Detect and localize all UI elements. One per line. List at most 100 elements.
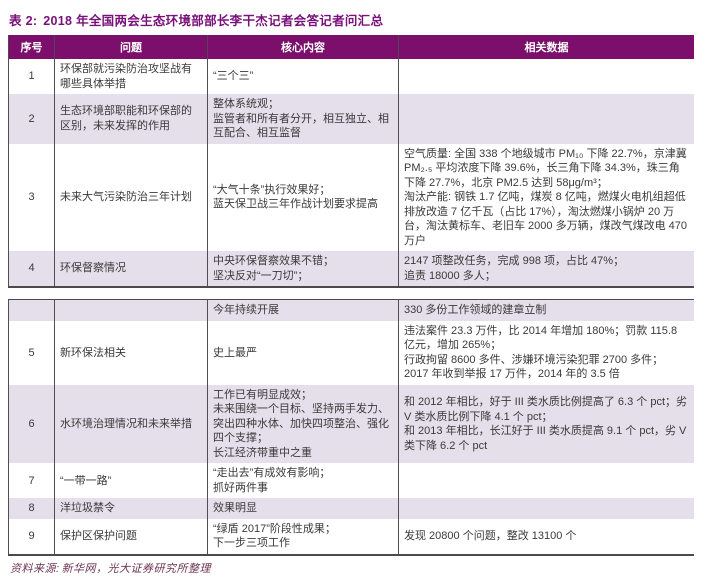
cell-line: 和 2012 年相比，好于 III 类水质比例提高了 6.3 个 pct；劣 V… xyxy=(404,396,687,423)
cell-line: 2147 项整改任务，完成 998 项，占比 47%； xyxy=(404,255,625,268)
question-cell: 保护区保护问题 xyxy=(54,518,207,554)
table-title-text: 2018 年全国两会生态环境部部长李干杰记者会答记者问汇总 xyxy=(43,14,384,28)
cell-line: 效果明显 xyxy=(213,502,257,515)
cell-line: 洋垃圾禁令 xyxy=(60,502,115,515)
cell-line: 水环境治理情况和未来举措 xyxy=(60,417,192,430)
table-row: 2 生态环境部职能和环保部的区别，未来发挥的作用 整体系统观； 监管者和所有者分开… xyxy=(8,94,694,144)
cell-line: 环保部就污染防治攻坚战有哪些具体举措 xyxy=(60,63,192,90)
table-row: 9 保护区保护问题 “绿盾 2017”阶段性成果； 下一步三项工作 发现 2080… xyxy=(8,518,694,554)
table-title: 表 2: 2018 年全国两会生态环境部部长李干杰记者会答记者问汇总 xyxy=(9,10,694,29)
question-cell: 新环保法相关 xyxy=(54,320,207,385)
related-data-cell: 2147 项整改任务，完成 998 项，占比 47%； 追责 18000 多人； xyxy=(398,251,694,287)
cell-line: 长江经济带重中之重 xyxy=(213,446,312,459)
related-data-cell: 违法案件 23.3 万件，比 2014 年增加 180%；罚款 115.8 亿元… xyxy=(398,320,694,385)
core-content-cell: 整体系统观； 监管者和所有者分开，相互独立、相互配合、相互监督 xyxy=(207,94,398,144)
related-data-cell: 和 2012 年相比，好于 III 类水质比例提高了 6.3 个 pct；劣 V… xyxy=(398,384,694,464)
row-number-cell: 4 xyxy=(8,251,54,287)
cell-line: 下一步三项工作 xyxy=(213,537,290,550)
row-number-cell: 8 xyxy=(8,498,54,519)
cell-line: 生态环境部职能和环保部的区别，未来发挥的作用 xyxy=(60,105,192,132)
header-cell-question: 问题 xyxy=(54,35,207,59)
core-content-cell: 效果明显 xyxy=(207,498,398,519)
cell-line: 新环保法相关 xyxy=(60,346,126,359)
table-section-2: 今年持续开展 330 多份工作领域的建章立制 5 新环保法相关 史上最严 违法案… xyxy=(8,299,694,556)
table-row: 6 水环境治理情况和未来举措 工作已有明显成效； 未来围绕一个目标、坚持两手发力、… xyxy=(8,384,694,464)
section-gap xyxy=(8,288,694,299)
row-number-cell: 3 xyxy=(8,143,54,252)
source-note: 资料来源: 新华网，光大证券研究所整理 xyxy=(10,560,694,576)
table-section-1: 1 环保部就污染防治攻坚战有哪些具体举措 “三个三” 2 生态环境部职能和环保部… xyxy=(8,59,694,289)
related-data-cell xyxy=(398,94,694,144)
source-label: 资料来源: xyxy=(10,562,60,575)
header-cell-core-content: 核心内容 xyxy=(207,35,398,59)
cell-line: 行政拘留 8600 多件、涉嫌环境污染犯罪 2700 多件； xyxy=(404,353,664,366)
question-cell: “一带一路” xyxy=(54,463,207,499)
related-data-cell: 发现 20800 个问题，整改 13100 个 xyxy=(398,518,694,554)
cell-line: 2017 年收到举报 17 万件，2014 年的 3.5 倍 xyxy=(404,368,620,381)
cell-line: 保护区保护问题 xyxy=(60,530,137,543)
core-content-cell: 今年持续开展 xyxy=(207,300,398,321)
table-header-row: 序号 问题 核心内容 相关数据 xyxy=(8,35,694,59)
table-row: 今年持续开展 330 多份工作领域的建章立制 xyxy=(8,300,694,321)
row-number-cell: 1 xyxy=(8,59,54,95)
cell-line: 追责 18000 多人； xyxy=(404,269,496,282)
cell-line: 环保督察情况 xyxy=(60,262,126,275)
core-content-cell: “三个三” xyxy=(207,59,398,95)
table-row: 1 环保部就污染防治攻坚战有哪些具体举措 “三个三” xyxy=(8,59,694,95)
core-content-cell: “绿盾 2017”阶段性成果； 下一步三项工作 xyxy=(207,518,398,554)
table-row: 5 新环保法相关 史上最严 违法案件 23.3 万件，比 2014 年增加 18… xyxy=(8,320,694,385)
cell-line: “大气十条”执行效果好； xyxy=(213,183,331,196)
question-cell xyxy=(54,300,207,321)
row-number-cell: 9 xyxy=(8,518,54,554)
cell-line: “三个三” xyxy=(213,70,254,83)
cell-line: “一带一路” xyxy=(60,474,112,487)
question-cell: 生态环境部职能和环保部的区别，未来发挥的作用 xyxy=(54,94,207,144)
core-content-cell: 史上最严 xyxy=(207,320,398,385)
cell-line: 330 多份工作领域的建章立制 xyxy=(404,304,547,317)
cell-line: 和 2013 年相比，长江好于 III 类水质提高 9.1 个 pct，劣 V … xyxy=(404,425,687,452)
row-number-cell: 2 xyxy=(8,94,54,144)
cell-line: 未来大气污染防治三年计划 xyxy=(60,191,192,204)
cell-line: 淘汰产能: 钢铁 1.7 亿吨，煤炭 8 亿吨，燃煤火电机组超低排放改造 7 亿… xyxy=(404,191,687,247)
related-data-cell xyxy=(398,498,694,519)
related-data-cell xyxy=(398,463,694,499)
row-number-cell xyxy=(8,300,54,321)
cell-line: 发现 20800 个问题，整改 13100 个 xyxy=(404,530,577,543)
cell-line: 中央环保督察效果不错； xyxy=(213,255,334,268)
cell-line: 史上最严 xyxy=(213,346,257,359)
core-content-cell: “大气十条”执行效果好； 蓝天保卫战三年作战计划要求提高 xyxy=(207,143,398,252)
core-content-cell: “走出去”有成效有影响； 抓好两件事 xyxy=(207,463,398,499)
row-number-cell: 7 xyxy=(8,463,54,499)
question-cell: 未来大气污染防治三年计划 xyxy=(54,143,207,252)
cell-line: “走出去”有成效有影响； xyxy=(213,467,331,480)
header-cell-number: 序号 xyxy=(8,35,54,59)
question-cell: 水环境治理情况和未来举措 xyxy=(54,384,207,464)
cell-line: 今年持续开展 xyxy=(213,304,279,317)
table-row: 7 “一带一路” “走出去”有成效有影响； 抓好两件事 xyxy=(8,463,694,499)
question-cell: 环保部就污染防治攻坚战有哪些具体举措 xyxy=(54,59,207,95)
question-cell: 环保督察情况 xyxy=(54,251,207,287)
table-row: 8 洋垃圾禁令 效果明显 xyxy=(8,498,694,519)
qa-summary-table: 序号 问题 核心内容 相关数据 1 环保部就污染防治攻坚战有哪些具体举措 “三个… xyxy=(8,35,694,556)
related-data-cell: 空气质量: 全国 338 个地级城市 PM₁₀ 下降 22.7%，京津冀 PM₂… xyxy=(398,143,694,252)
table-title-prefix: 表 2: xyxy=(9,14,38,28)
header-cell-related-data: 相关数据 xyxy=(398,35,694,59)
related-data-cell: 330 多份工作领域的建章立制 xyxy=(398,300,694,321)
question-cell: 洋垃圾禁令 xyxy=(54,498,207,519)
cell-line: 未来围绕一个目标、坚持两手发力、突出四种水体、加快四项整治、强化四个支撑； xyxy=(213,403,389,445)
core-content-cell: 中央环保督察效果不错； 坚决反对“一刀切”； xyxy=(207,251,398,287)
cell-line: 抓好两件事 xyxy=(213,481,268,494)
table-row: 4 环保督察情况 中央环保督察效果不错； 坚决反对“一刀切”； 2147 项整改任… xyxy=(8,251,694,287)
row-number-cell: 5 xyxy=(8,320,54,385)
cell-line: 工作已有明显成效； xyxy=(213,388,312,401)
cell-line: 监管者和所有者分开，相互独立、相互配合、相互监督 xyxy=(213,112,389,140)
related-data-cell xyxy=(398,59,694,95)
cell-line: 空气质量: 全国 338 个地级城市 PM₁₀ 下降 22.7%，京津冀 PM₂… xyxy=(404,147,687,189)
table-row: 3 未来大气污染防治三年计划 “大气十条”执行效果好； 蓝天保卫战三年作战计划要求… xyxy=(8,143,694,252)
core-content-cell: 工作已有明显成效； 未来围绕一个目标、坚持两手发力、突出四种水体、加快四项整治、强… xyxy=(207,384,398,464)
row-number-cell: 6 xyxy=(8,384,54,464)
cell-line: 违法案件 23.3 万件，比 2014 年增加 180%；罚款 115.8 亿元… xyxy=(404,324,678,352)
cell-line: 蓝天保卫战三年作战计划要求提高 xyxy=(213,198,378,211)
cell-line: “绿盾 2017”阶段性成果； xyxy=(213,522,336,535)
